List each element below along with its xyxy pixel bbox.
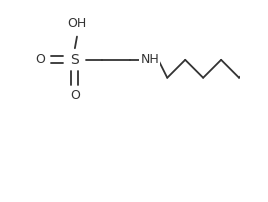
Text: S: S — [70, 53, 79, 67]
Text: OH: OH — [67, 17, 87, 31]
Text: NH: NH — [140, 53, 159, 66]
Text: O: O — [70, 89, 80, 102]
Text: O: O — [35, 53, 45, 66]
